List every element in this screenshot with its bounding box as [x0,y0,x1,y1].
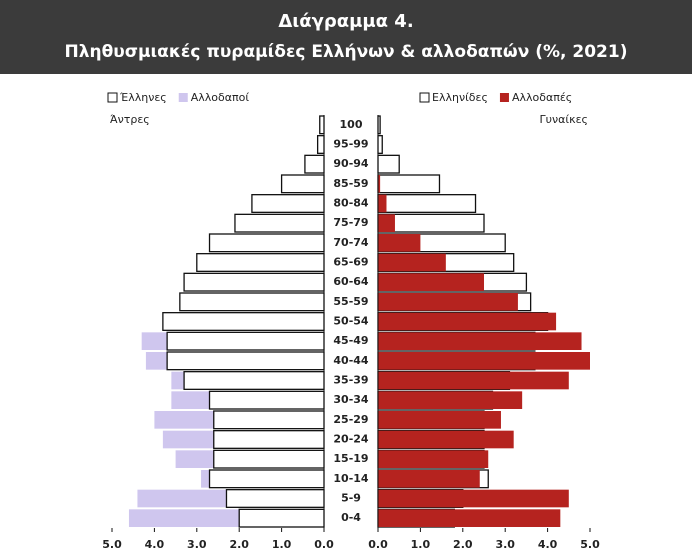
bar [378,450,489,468]
bar [238,508,325,528]
legend-swatch [178,93,188,102]
x-tick-label: 1.0 [411,538,431,551]
bar [378,489,569,508]
bar [378,214,395,232]
x-tick-label: 3.0 [495,538,515,551]
legend-label: Ελληνίδες [432,91,488,104]
bar [378,175,381,193]
bar [378,332,582,350]
x-tick-label: 1.0 [272,538,292,551]
category-label: 100 [340,118,363,131]
category-label: 60-64 [333,275,369,288]
bar [208,233,325,253]
bar [378,430,514,449]
legend-label: Αλλοδαποί [191,91,250,104]
bar [316,135,325,154]
category-label: 75-79 [333,216,368,229]
bar [378,273,484,291]
bar [377,194,477,213]
bar [213,449,325,469]
category-label: 80-84 [333,197,369,210]
bar [378,312,557,331]
x-tick-label: 2.0 [229,538,249,551]
category-label: 55-59 [333,295,368,308]
x-tick-label: 0.0 [314,538,334,551]
bar [225,489,325,508]
panel-label: Άντρες [110,113,150,126]
panel-label: Γυναίκες [540,113,589,126]
legend-swatch [499,93,509,102]
x-tick-label: 5.0 [580,538,600,551]
category-label: 90-94 [333,157,369,170]
bar [378,234,421,252]
bar [378,470,480,488]
bar [378,509,561,527]
chart-title: Διάγραμμα 4. [278,11,413,32]
legend-label: Έλληνες [119,91,167,104]
category-label: 20-24 [333,433,369,446]
category-label: 40-44 [333,354,369,367]
bar [213,410,325,430]
category-label: 0-4 [341,511,361,524]
bar [378,411,501,429]
bar [162,312,325,331]
x-tick-label: 0.0 [368,538,388,551]
bar [377,174,441,194]
category-label: 15-19 [333,452,368,465]
bar [378,293,518,311]
category-label: 35-39 [333,374,368,387]
bar [280,174,325,194]
category-label: 70-74 [333,236,369,249]
bar [378,391,523,409]
header [0,0,692,74]
x-tick-label: 4.0 [145,538,165,551]
bar [213,430,325,449]
category-label: 50-54 [333,315,369,328]
bar [183,272,325,292]
bar [251,194,325,213]
legend-label: Αλλοδαπές [512,91,572,104]
bar [319,115,325,135]
bar [378,194,387,213]
bar [377,154,400,174]
category-label: 10-14 [333,472,369,485]
bar [378,253,446,272]
x-tick-label: 3.0 [187,538,207,551]
x-tick-label: 2.0 [453,538,473,551]
bar [304,154,325,174]
bar [183,371,325,390]
x-tick-label: 5.0 [102,538,122,551]
legend-swatch [107,92,118,103]
bar [377,135,383,154]
bar [166,331,325,351]
bar [179,292,325,312]
chart-title: Πληθυσμιακές πυραμίδες Ελλήνων & αλλοδαπ… [65,42,628,62]
x-tick-label: 4.0 [538,538,558,551]
category-label: 85-59 [333,177,368,190]
bar [378,371,569,390]
bar [378,352,590,370]
bar [196,253,325,272]
bar [208,469,325,489]
category-label: 5-9 [341,492,361,505]
bar [208,390,325,410]
category-label: 45-49 [333,334,368,347]
category-label: 25-29 [333,413,368,426]
bar [166,351,325,371]
category-label: 30-34 [333,393,369,406]
category-label: 65-69 [333,256,368,269]
bar [234,213,325,233]
legend-swatch [419,92,430,103]
category-label: 95-99 [333,138,368,151]
